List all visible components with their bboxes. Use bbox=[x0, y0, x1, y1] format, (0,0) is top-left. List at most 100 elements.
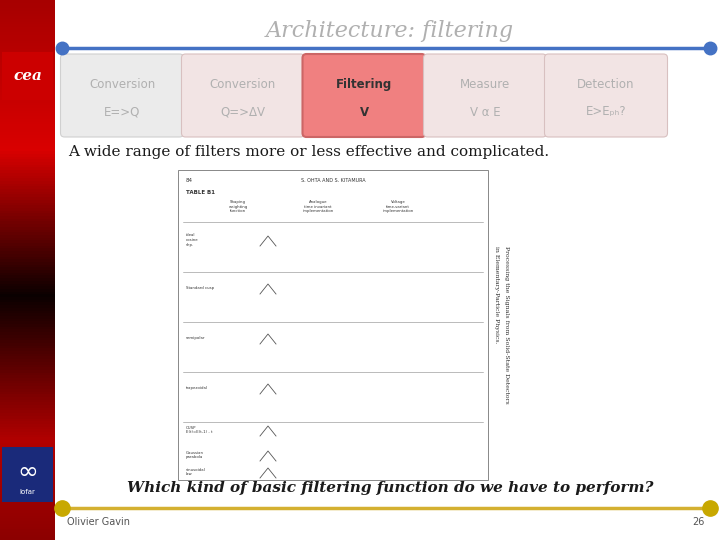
Bar bbox=[0, 161, 55, 165]
Bar bbox=[0, 37, 55, 40]
Bar bbox=[0, 482, 55, 486]
Bar bbox=[0, 42, 55, 46]
Bar bbox=[0, 455, 55, 459]
Bar bbox=[0, 431, 55, 435]
Text: Gaussian
parabola: Gaussian parabola bbox=[186, 451, 204, 460]
Bar bbox=[0, 420, 55, 424]
Bar bbox=[0, 129, 55, 132]
Text: Standard cusp: Standard cusp bbox=[186, 286, 214, 290]
Bar bbox=[0, 498, 55, 502]
Bar bbox=[0, 439, 55, 443]
Text: TABLE B1: TABLE B1 bbox=[186, 190, 215, 195]
Bar bbox=[0, 75, 55, 78]
Bar bbox=[0, 353, 55, 356]
Bar bbox=[0, 331, 55, 335]
Text: ∞: ∞ bbox=[17, 460, 38, 484]
Bar bbox=[0, 274, 55, 278]
Bar bbox=[0, 272, 55, 275]
Bar bbox=[0, 390, 55, 394]
Bar bbox=[0, 444, 55, 448]
Bar bbox=[0, 264, 55, 267]
Bar bbox=[0, 358, 55, 362]
Bar bbox=[0, 396, 55, 400]
Bar bbox=[0, 142, 55, 146]
Bar bbox=[0, 255, 55, 259]
Bar bbox=[0, 85, 55, 89]
Bar bbox=[0, 191, 55, 194]
Bar bbox=[0, 228, 55, 232]
Bar bbox=[0, 21, 55, 24]
Bar bbox=[2, 52, 53, 100]
Bar bbox=[0, 442, 55, 446]
Bar bbox=[0, 261, 55, 265]
Bar bbox=[0, 112, 55, 116]
Bar bbox=[0, 312, 55, 316]
Bar bbox=[0, 469, 55, 472]
Bar bbox=[0, 280, 55, 284]
Bar bbox=[0, 488, 55, 491]
Bar bbox=[0, 328, 55, 332]
Bar bbox=[0, 93, 55, 97]
Bar bbox=[0, 315, 55, 319]
Text: semipolar: semipolar bbox=[186, 336, 205, 340]
Bar bbox=[0, 363, 55, 367]
Bar bbox=[0, 72, 55, 76]
Bar bbox=[0, 107, 55, 111]
Text: Analogue
time invariant
implementation: Analogue time invariant implementation bbox=[302, 200, 333, 213]
Bar bbox=[0, 242, 55, 246]
Text: Filtering: Filtering bbox=[336, 78, 392, 91]
Bar bbox=[0, 480, 55, 483]
Bar bbox=[0, 493, 55, 497]
Bar bbox=[0, 164, 55, 167]
Bar bbox=[0, 350, 55, 354]
Bar bbox=[0, 247, 55, 251]
Bar bbox=[0, 131, 55, 135]
Bar bbox=[0, 193, 55, 197]
Bar bbox=[0, 477, 55, 481]
Bar bbox=[0, 336, 55, 340]
Bar bbox=[0, 382, 55, 386]
Bar bbox=[0, 426, 55, 429]
Bar bbox=[0, 137, 55, 140]
Bar bbox=[0, 277, 55, 281]
Text: Q=>ΔV: Q=>ΔV bbox=[220, 105, 266, 118]
Bar bbox=[0, 412, 55, 416]
Bar bbox=[0, 120, 55, 124]
Text: CUSP
E(t)=E(t-1) - t: CUSP E(t)=E(t-1) - t bbox=[186, 426, 212, 434]
Bar bbox=[0, 10, 55, 14]
Bar bbox=[0, 461, 55, 464]
FancyBboxPatch shape bbox=[60, 54, 184, 137]
Bar bbox=[0, 388, 55, 392]
Bar bbox=[0, 291, 55, 294]
Bar bbox=[0, 525, 55, 529]
Bar bbox=[0, 18, 55, 22]
Text: Conversion: Conversion bbox=[210, 78, 276, 91]
Bar bbox=[0, 7, 55, 11]
Bar bbox=[0, 509, 55, 513]
Bar bbox=[0, 66, 55, 70]
Text: cea: cea bbox=[13, 69, 42, 83]
Bar bbox=[0, 34, 55, 38]
Bar bbox=[0, 450, 55, 454]
Bar bbox=[0, 501, 55, 505]
Bar bbox=[0, 474, 55, 478]
Bar bbox=[0, 183, 55, 186]
Text: Measure: Measure bbox=[460, 78, 510, 91]
Bar bbox=[0, 166, 55, 170]
Text: 84: 84 bbox=[186, 178, 193, 183]
Bar bbox=[0, 220, 55, 224]
Bar bbox=[0, 258, 55, 262]
Bar bbox=[0, 318, 55, 321]
Bar bbox=[0, 234, 55, 238]
Bar bbox=[0, 172, 55, 176]
Bar bbox=[0, 404, 55, 408]
Bar bbox=[0, 253, 55, 256]
Bar bbox=[0, 512, 55, 516]
FancyBboxPatch shape bbox=[302, 54, 426, 137]
Bar bbox=[0, 520, 55, 524]
Bar bbox=[0, 245, 55, 248]
Bar bbox=[0, 453, 55, 456]
Bar bbox=[0, 123, 55, 127]
Bar bbox=[0, 145, 55, 148]
Bar bbox=[0, 56, 55, 59]
